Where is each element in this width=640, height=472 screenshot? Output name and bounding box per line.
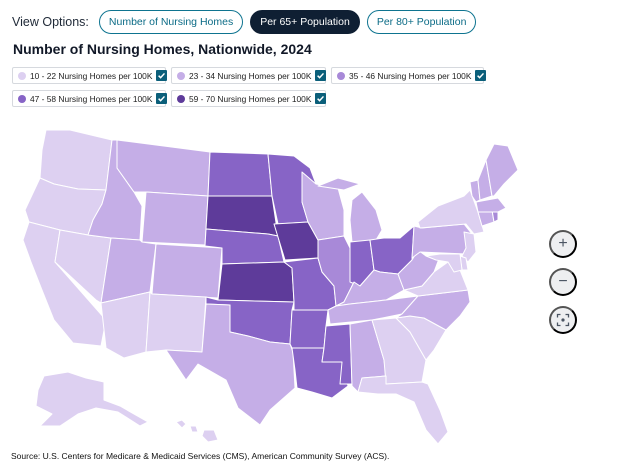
focus-frame-icon — [556, 313, 570, 327]
state-maryland[interactable] — [425, 253, 463, 273]
legend-label: 59 - 70 Nursing Homes per 100K — [189, 93, 312, 104]
legend-label: 10 - 22 Nursing Homes per 100K — [30, 70, 153, 81]
state-north-dakota[interactable] — [207, 151, 273, 197]
legend-swatch — [18, 94, 26, 103]
state-arizona[interactable] — [100, 291, 151, 359]
zoom-out-button[interactable]: − — [549, 268, 577, 296]
state-massachusetts[interactable] — [475, 197, 507, 213]
legend-label: 35 - 46 Nursing Homes per 100K — [349, 70, 472, 81]
legend-swatch — [177, 94, 185, 103]
legend-label: 47 - 58 Nursing Homes per 100K — [30, 93, 153, 104]
checkmark-icon — [477, 72, 485, 79]
plus-icon: + — [558, 235, 568, 252]
state-texas[interactable] — [165, 303, 296, 426]
legend-label: 23 - 34 Nursing Homes per 100K — [189, 70, 312, 81]
legend-item-10-22[interactable]: 10 - 22 Nursing Homes per 100K — [12, 67, 168, 84]
view-number-of-nursing-homes-button[interactable]: Number of Nursing Homes — [98, 10, 244, 34]
state-florida[interactable] — [357, 375, 449, 445]
legend-checkbox[interactable] — [315, 93, 327, 104]
state-wyoming[interactable] — [141, 191, 209, 246]
us-choropleth-map — [22, 129, 519, 445]
checkmark-icon — [317, 72, 325, 79]
legend-item-35-46[interactable]: 35 - 46 Nursing Homes per 100K — [331, 67, 487, 84]
state-hawaii[interactable] — [175, 419, 219, 443]
view-per-80-population-button[interactable]: Per 80+ Population — [366, 10, 477, 34]
state-vermont[interactable] — [469, 179, 481, 203]
checkmark-icon — [158, 95, 166, 102]
state-maine[interactable] — [485, 143, 519, 197]
state-michigan[interactable] — [317, 177, 383, 243]
state-new-mexico[interactable] — [145, 291, 207, 353]
view-options-label: View Options: — [12, 15, 89, 29]
legend-swatch — [18, 71, 26, 80]
state-new-jersey[interactable] — [461, 231, 477, 263]
legend-swatch — [177, 71, 185, 80]
state-montana[interactable] — [116, 139, 211, 197]
legend-checkbox[interactable] — [475, 70, 487, 81]
state-alaska[interactable] — [35, 371, 149, 427]
reset-view-button[interactable] — [549, 306, 577, 334]
checkmark-icon — [317, 95, 325, 102]
checkmark-icon — [158, 72, 166, 79]
legend-checkbox[interactable] — [156, 93, 168, 104]
legend-item-59-70[interactable]: 59 - 70 Nursing Homes per 100K — [171, 90, 327, 107]
legend-item-23-34[interactable]: 23 - 34 Nursing Homes per 100K — [171, 67, 327, 84]
legend: 10 - 22 Nursing Homes per 100K 23 - 34 N… — [12, 67, 502, 107]
legend-checkbox[interactable] — [156, 70, 168, 81]
legend-checkbox[interactable] — [315, 70, 327, 81]
zoom-in-button[interactable]: + — [549, 230, 577, 258]
view-options: View Options: Number of Nursing Homes Pe… — [12, 10, 477, 34]
state-arkansas[interactable] — [289, 309, 329, 349]
source-note: Source: U.S. Centers for Medicare & Medi… — [11, 451, 390, 461]
state-washington[interactable] — [39, 129, 113, 191]
minus-icon: − — [558, 273, 568, 290]
map-title: Number of Nursing Homes, Nationwide, 202… — [13, 41, 312, 57]
view-per-65-population-button[interactable]: Per 65+ Population — [250, 10, 360, 34]
legend-swatch — [337, 71, 345, 80]
legend-item-47-58[interactable]: 47 - 58 Nursing Homes per 100K — [12, 90, 168, 107]
state-colorado[interactable] — [151, 243, 223, 299]
state-kansas[interactable] — [217, 261, 295, 303]
